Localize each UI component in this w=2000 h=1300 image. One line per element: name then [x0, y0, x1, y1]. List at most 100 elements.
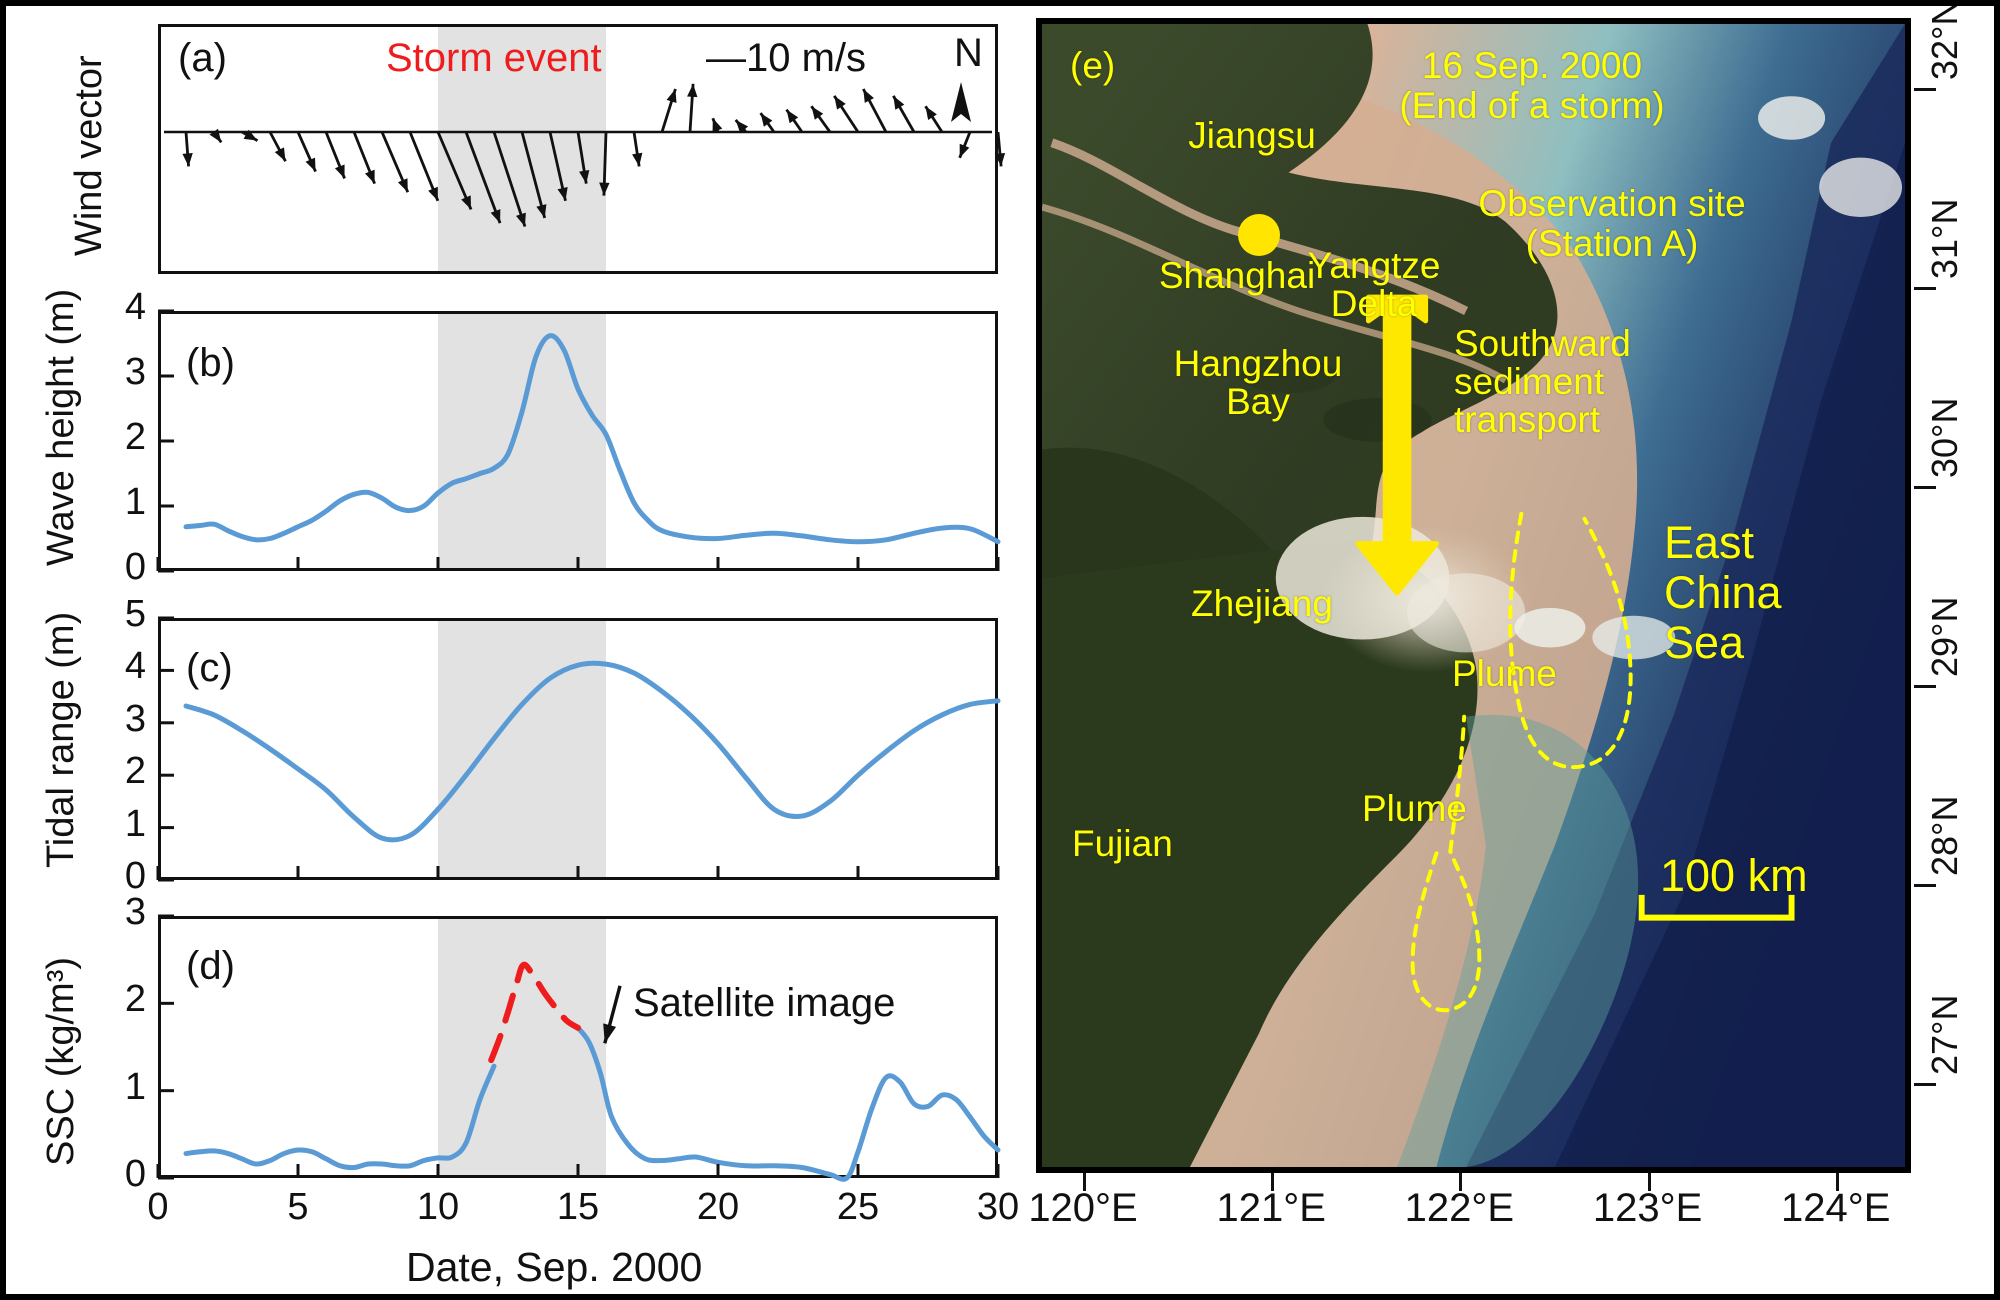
plume-outline-north [1508, 511, 1633, 770]
lat-tick-mark [1914, 87, 1936, 91]
Measured SSC-path [183, 1063, 497, 1171]
panel-d-ylabel: SSC (kg/m³) [40, 957, 82, 1166]
y-tick-label: 1 [124, 481, 146, 523]
wind-barb [687, 83, 698, 133]
x-tick-label: 0 [147, 1186, 169, 1228]
label-hangzhou-bay-line2: Bay [1226, 381, 1290, 422]
panel-a-ylabel: Wind vector [68, 55, 110, 256]
storm-band-a [438, 24, 606, 274]
y-tick-label: 3 [124, 891, 146, 933]
y-tick-label: 2 [124, 416, 146, 458]
wind-barb [209, 128, 223, 144]
label-jiangsu: Jiangsu [1188, 115, 1316, 156]
label-transport-line3: transport [1454, 399, 1601, 440]
north-label: N [954, 31, 983, 75]
panel-b-ylabel: Wave height (m) [40, 288, 82, 566]
lat-tick-mark [1914, 485, 1936, 489]
panel-b-tag: (b) [186, 341, 235, 385]
wind-barb [436, 131, 473, 210]
wind-barb [711, 117, 723, 133]
storm-event-label: Storm event [386, 36, 602, 80]
wind-barb [632, 131, 643, 167]
x-tick-label: 20 [696, 1186, 740, 1228]
panel-c-tidal-range [156, 616, 1001, 882]
y-tick-label: 3 [124, 697, 146, 740]
lat-tick-mark [1914, 1083, 1936, 1087]
wind-barb [464, 131, 502, 224]
station-a-marker [1238, 214, 1280, 256]
lat-tick-label: 27°N [1924, 994, 1965, 1076]
panel-a-frame [158, 24, 998, 274]
satellite-image-annotation: Satellite image [633, 981, 896, 1025]
wind-barb [241, 129, 259, 142]
southward-transport-arrow [1355, 294, 1439, 596]
x-tick-label: 30 [976, 1186, 1020, 1228]
observation-site-line1: Observation site [1478, 183, 1746, 224]
plume-tail-south [1448, 714, 1467, 854]
map-date-line1: 16 Sep. 2000 [1421, 45, 1643, 86]
scale-bar-label: 100 km [1660, 850, 1808, 901]
y-tick-label: 4 [124, 286, 146, 328]
wind-barb [892, 95, 916, 133]
lon-tick-mark [1459, 1173, 1463, 1191]
wind-barb [492, 131, 527, 228]
panel-b-wave-height [156, 309, 1001, 573]
lon-tick-label: 124°E [1781, 1186, 1891, 1230]
wind-barb [759, 112, 776, 133]
label-shanghai: Shanghai [1158, 255, 1316, 296]
wind-barb [924, 105, 944, 133]
wave-height-series [156, 309, 1001, 573]
panel-a-wind-vector [158, 24, 1006, 274]
label-fujian: Fujian [1072, 823, 1173, 864]
wind-barb [599, 131, 610, 196]
wind-vector-plot [164, 83, 1006, 228]
wind-barb [810, 105, 832, 133]
satellite-map-panel: (e) 16 Sep. 2000 (End of a storm) Observ… [1036, 18, 1911, 1173]
north-arrow-icon [951, 82, 971, 122]
x-tick-label: 15 [556, 1186, 600, 1228]
lat-tick-label: 32°N [1924, 0, 1965, 80]
wind-barb [408, 131, 440, 202]
satellite-image [1042, 24, 1905, 1167]
lat-tick-mark [1914, 884, 1936, 888]
map-date-line2: (End of a storm) [1399, 85, 1665, 126]
label-transport-line2: sediment [1454, 361, 1605, 402]
wind-barb [380, 131, 410, 193]
map-annotation-overlay [1355, 294, 1795, 1013]
wind-barb [520, 131, 547, 219]
tidal-range-series [156, 616, 1001, 882]
label-yangtze-delta-line1: Yangtze [1307, 245, 1441, 286]
storm-band-c [438, 618, 606, 880]
panel-d-tag: (d) [186, 944, 235, 988]
storm-band-d [438, 916, 606, 1178]
lon-tick-mark [1835, 1173, 1839, 1191]
y-tick-label: 1 [124, 802, 146, 845]
lat-tick-label: 31°N [1924, 198, 1965, 279]
x-tick-label: 5 [287, 1186, 309, 1228]
wind-barb [352, 131, 376, 185]
lat-tick-mark [1914, 685, 1936, 689]
series-path [183, 333, 1001, 545]
lon-tick-label: 120°E [1028, 1186, 1138, 1230]
timeseries-column: (a) Storm event —10 m/s N Wind vector (b… [6, 6, 1019, 1294]
wind-barb [268, 131, 287, 162]
wind-barb [958, 131, 972, 159]
lat-tick-mark [1914, 286, 1936, 290]
y-tick-label: 2 [124, 978, 146, 1021]
lon-tick-label: 122°E [1404, 1186, 1515, 1230]
observation-site-line2: (Station A) [1525, 223, 1699, 264]
y-tick-label: 1 [124, 1065, 146, 1108]
scale-bar [1638, 894, 1795, 921]
wind-barb [734, 119, 749, 134]
label-yangtze-delta-line2: Delta [1330, 283, 1418, 324]
wind-barb [833, 95, 860, 133]
y-tick-label: 0 [124, 855, 146, 897]
xaxis-title: Date, Sep. 2000 [406, 1244, 703, 1290]
lon-tick-mark [1647, 1173, 1651, 1191]
label-east-china-sea-line2: China [1664, 567, 1782, 618]
ssc-series [156, 914, 1001, 1182]
label-east-china-sea-line1: East [1664, 517, 1755, 568]
series-path [183, 660, 1001, 843]
Measured SSC-path [575, 1025, 1001, 1182]
wind-barb [182, 131, 193, 167]
